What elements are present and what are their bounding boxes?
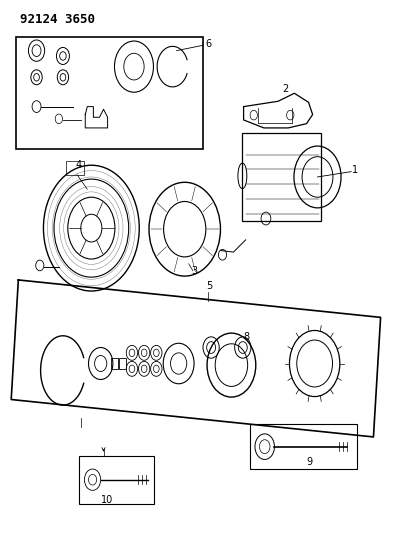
Text: 6: 6 — [205, 39, 211, 49]
Text: 10: 10 — [100, 495, 113, 505]
Bar — [241, 133, 320, 221]
Text: 4: 4 — [75, 160, 81, 170]
Text: 1: 1 — [352, 165, 358, 175]
Bar — [16, 37, 202, 149]
Text: 3: 3 — [190, 266, 196, 277]
Text: 8: 8 — [243, 332, 249, 342]
Text: 5: 5 — [206, 281, 212, 291]
Bar — [66, 161, 84, 175]
Bar — [111, 358, 117, 369]
Text: 2: 2 — [281, 84, 288, 94]
Text: 92124 3650: 92124 3650 — [20, 13, 95, 26]
Bar — [249, 424, 356, 469]
Bar — [79, 456, 154, 504]
Text: 9: 9 — [306, 457, 312, 467]
Bar — [119, 358, 126, 369]
